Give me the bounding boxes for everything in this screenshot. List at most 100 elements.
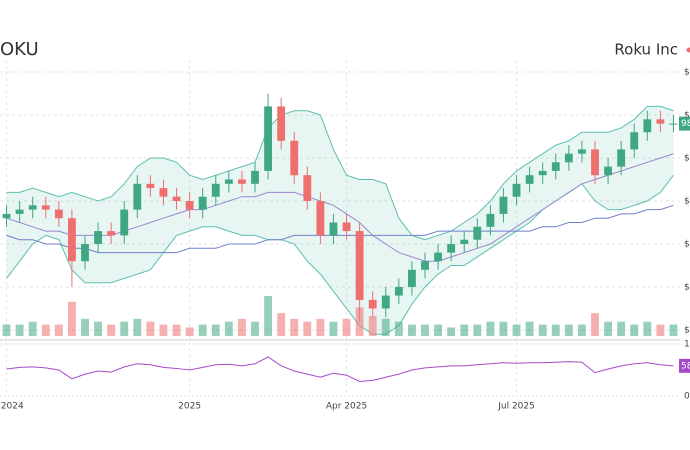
candle-body xyxy=(2,213,11,219)
y-tick-label: $ xyxy=(684,111,690,121)
volume-bar xyxy=(368,316,377,336)
candle-body xyxy=(238,179,246,184)
candle-body xyxy=(159,188,168,197)
candle-body xyxy=(146,183,155,189)
candle-body xyxy=(251,170,259,184)
volume-bar xyxy=(68,301,76,336)
volume-bar xyxy=(669,324,678,336)
candle-body xyxy=(473,226,482,240)
volume-bar xyxy=(316,318,325,336)
volume-bar xyxy=(251,321,259,336)
candle-body xyxy=(551,162,560,171)
candle-body xyxy=(355,231,364,300)
volume-bar xyxy=(591,313,599,336)
volume-bar xyxy=(264,296,272,336)
candle-body xyxy=(656,119,665,124)
candle-body xyxy=(447,244,456,253)
volume-bar xyxy=(94,321,102,336)
volume-bar xyxy=(329,321,338,336)
volume-bar xyxy=(630,324,639,336)
y-tick-label: $ xyxy=(684,240,690,250)
candle-body xyxy=(54,209,63,219)
candle-body xyxy=(342,222,351,232)
candle-body xyxy=(538,170,547,176)
volume-bar xyxy=(15,324,24,336)
y-tick-label: $ xyxy=(684,325,690,335)
bollinger-fill xyxy=(6,106,674,335)
volume-bar xyxy=(486,321,495,336)
volume-bar xyxy=(146,321,155,336)
candle-body xyxy=(578,149,586,154)
volume-bar xyxy=(381,318,390,336)
volume-bar xyxy=(107,324,116,336)
candle-body xyxy=(368,299,377,309)
candle-body xyxy=(120,209,129,236)
volume-bar xyxy=(394,321,403,336)
candle-body xyxy=(630,132,639,150)
volume-bar xyxy=(434,324,442,336)
moving-average xyxy=(6,153,674,262)
volume-bar xyxy=(564,324,573,336)
candle-body xyxy=(211,183,220,197)
candle-body xyxy=(669,123,678,125)
volume-bar xyxy=(211,324,220,336)
rsi-tick-label: 0 xyxy=(684,392,690,402)
volume-bar xyxy=(224,321,233,336)
rsi-tick-label: 1 xyxy=(684,340,690,350)
volume-bar xyxy=(656,324,665,336)
volume-bar xyxy=(172,324,181,336)
x-tick-label: Jul 2025 xyxy=(497,402,535,412)
y-tick-label: $ xyxy=(684,68,690,78)
volume-bar xyxy=(499,321,508,336)
candle-body xyxy=(394,286,403,296)
volume-bar xyxy=(525,321,534,336)
volume-bar xyxy=(28,321,37,336)
candle-body xyxy=(408,269,416,287)
candle-body xyxy=(525,175,534,184)
last-rsi-label: 58 xyxy=(681,361,690,371)
candle-body xyxy=(15,209,24,214)
volume-bar xyxy=(617,321,626,336)
volume-bar xyxy=(408,324,416,336)
volume-bar xyxy=(133,318,142,336)
volume-bar xyxy=(303,321,312,336)
chart-subtitle: Roku Inc xyxy=(614,41,678,59)
bollinger-upper xyxy=(6,105,674,241)
candle-body xyxy=(316,201,325,236)
candle-body xyxy=(198,196,207,210)
candle-body xyxy=(68,218,76,262)
last-price-box xyxy=(679,116,690,131)
candle-body xyxy=(564,153,573,163)
candle-body xyxy=(460,239,469,244)
volume-bar xyxy=(447,327,456,336)
volume-bar xyxy=(238,318,246,336)
candle-body xyxy=(591,149,599,176)
candle-body xyxy=(107,231,116,236)
candle-body xyxy=(434,252,442,262)
candle-body xyxy=(264,106,272,171)
candle-body xyxy=(81,244,89,262)
volume-bar xyxy=(41,324,50,336)
volume-bar xyxy=(277,313,286,336)
volume-bar xyxy=(342,318,351,336)
candle-body xyxy=(41,205,50,210)
volume-bar xyxy=(512,324,521,336)
candle-body xyxy=(604,166,612,176)
candle-body xyxy=(277,106,286,141)
last-price-label: 98 xyxy=(681,119,690,129)
candle-body xyxy=(486,213,495,227)
status-dot xyxy=(686,47,690,53)
candle-body xyxy=(303,175,312,202)
volume-bar xyxy=(355,307,364,336)
moving-average xyxy=(6,204,674,254)
rsi-line xyxy=(6,356,674,382)
candle-body xyxy=(329,222,338,236)
candle-body xyxy=(381,295,390,309)
candle-body xyxy=(94,231,102,244)
candle-body xyxy=(421,261,429,270)
y-tick-label: $ xyxy=(684,197,690,207)
candle-body xyxy=(643,119,652,133)
volume-bar xyxy=(473,324,482,336)
x-tick-label: Apr 2025 xyxy=(326,402,367,412)
